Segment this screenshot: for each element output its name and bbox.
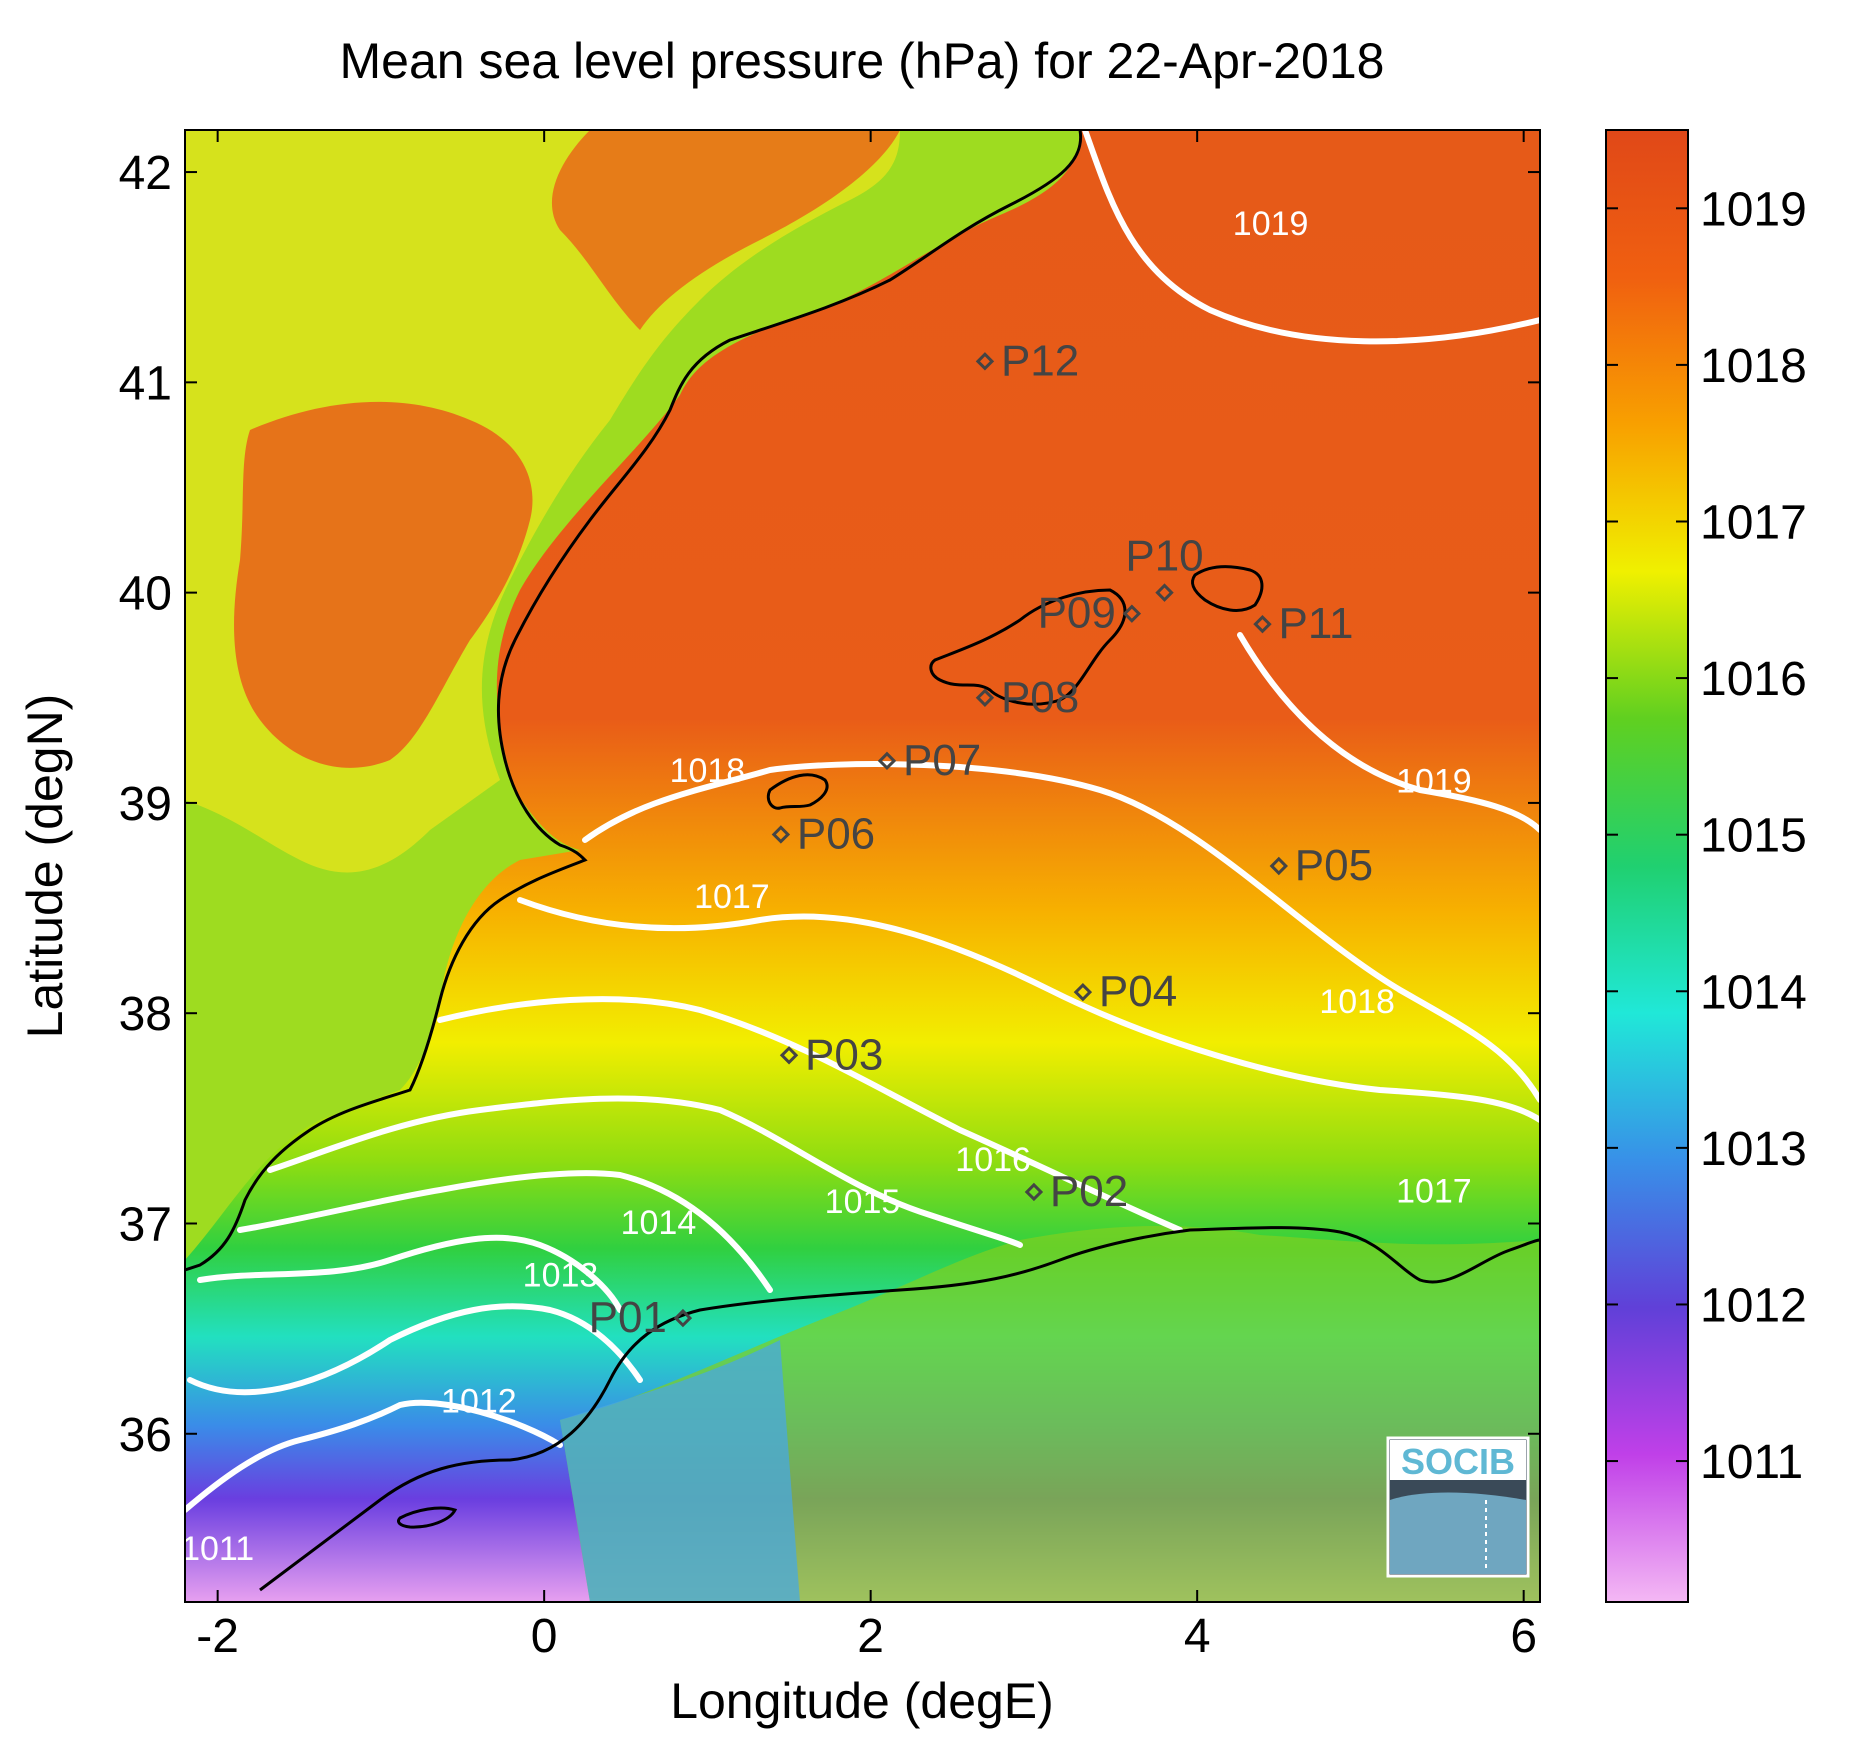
station-marker (1073, 982, 1093, 1002)
colorbar-tick-label: 1013 (1700, 1123, 1807, 1176)
station-label: P09 (1038, 589, 1116, 638)
contour-label: 1017 (694, 878, 770, 916)
colorbar-tick-label: 1018 (1700, 340, 1807, 393)
station-marker (673, 1308, 693, 1328)
contour-label: 1015 (825, 1183, 901, 1221)
station-marker (1122, 604, 1142, 623)
contour-label: 1014 (621, 1204, 697, 1242)
station-label: P11 (1278, 599, 1353, 648)
land-field-africa (560, 1225, 1540, 1602)
colorbar-tick-label: 1012 (1700, 1279, 1807, 1332)
y-axis-label: Latitude (degN) (17, 694, 73, 1039)
colorbar-tick-label: 1014 (1700, 966, 1807, 1019)
contour-labels: 1011 1012 1013 1014 1015 1016 1017 1017 1018 1018… (181, 205, 1472, 1568)
colorbar: 1011 1012 1013 1014 1015 1016 1017 1018 1019 (1605, 129, 1807, 1603)
station-marker (975, 688, 995, 707)
x-tick-label: 2 (857, 1610, 884, 1663)
contour-label: 1017 (1396, 1172, 1472, 1210)
station-label: P03 (805, 1030, 883, 1079)
chart-title: Mean sea level pressure (hPa) for 22-Apr… (340, 33, 1385, 89)
isobar-1015 (267, 1095, 1023, 1248)
contour-label: 1013 (523, 1257, 599, 1295)
y-tick-label: 39 (119, 778, 172, 831)
colorbar-ticks: 1011 1012 1013 1014 1015 1016 1017 1018 1019 (1606, 183, 1807, 1489)
x-tick-label: 6 (1510, 1610, 1537, 1663)
y-tick-label: 37 (119, 1198, 172, 1251)
station-marker (1269, 856, 1288, 876)
x-axis-label: Longitude (degE) (670, 1673, 1054, 1729)
station-marker (779, 1046, 799, 1065)
station-marker (1253, 614, 1272, 634)
station-label: P08 (1001, 673, 1079, 722)
socib-logo-text: SOCIB (1401, 1441, 1515, 1482)
coastline-africa (259, 1226, 1540, 1592)
isobar-1018 (582, 761, 1540, 1103)
y-tick-label: 42 (119, 147, 172, 200)
isobar-1012 (187, 1303, 643, 1396)
colorbar-tick-label: 1017 (1700, 496, 1807, 549)
isobar-1013 (197, 1234, 623, 1313)
contour-label: 1019 (1396, 762, 1472, 800)
coastline-ibiza (766, 773, 829, 810)
station-label: P06 (797, 809, 875, 858)
station-label: P10 (1125, 532, 1203, 581)
station-label: P12 (1001, 336, 1079, 385)
contour-label: 1018 (1319, 983, 1395, 1021)
x-tick-label: -2 (196, 1610, 239, 1663)
colorbar-tick-label: 1011 (1700, 1436, 1803, 1489)
isobar-1011 (185, 1399, 563, 1513)
contour-label: 1018 (670, 752, 746, 790)
coastline-alboran (397, 1506, 458, 1529)
station-marker (1024, 1182, 1044, 1202)
x-tick-label: 4 (1184, 1610, 1211, 1663)
station-marker (771, 825, 791, 844)
land-field-north-highlands (551, 130, 900, 330)
isobars (185, 130, 1540, 1513)
y-tick-label: 36 (119, 1409, 172, 1462)
station-marker (1155, 583, 1174, 602)
y-tick-label: 38 (119, 988, 172, 1041)
x-tick-label: 0 (531, 1610, 558, 1663)
station-label: P02 (1050, 1167, 1128, 1216)
station-marker (877, 751, 897, 771)
colorbar-tick-label: 1019 (1700, 183, 1807, 236)
x-axis-ticks: -2 0 2 4 6 (196, 130, 1537, 1663)
colorbar-gradient (1605, 129, 1689, 1603)
map-frame (184, 129, 1541, 1603)
land-field-africa-west (560, 1340, 800, 1602)
station-label: P07 (903, 736, 981, 785)
socib-logo: SOCIB (1386, 1436, 1530, 1578)
map-panel: 1011 1012 1013 1014 1015 1016 1017 1017 1018 1018… (181, 130, 1540, 1602)
isobar-1014 (237, 1170, 773, 1293)
coastline-iberia (185, 130, 1083, 1272)
contour-label: 1016 (955, 1141, 1031, 1179)
coastline-mallorca (929, 588, 1127, 706)
station-label: P01 (589, 1293, 667, 1342)
contour-label: 1011 (181, 1530, 254, 1568)
coastline-menorca (1191, 565, 1264, 612)
colorbar-tick-label: 1015 (1700, 810, 1807, 863)
land-field-highland-orange (234, 401, 533, 768)
contour-label: 1012 (441, 1383, 517, 1421)
isobar-1016 (437, 996, 1183, 1233)
isobar-1019-south (1237, 632, 1540, 833)
isobar-1019 (1082, 130, 1540, 345)
station-label: P04 (1099, 967, 1177, 1016)
station-marker (975, 352, 995, 371)
y-tick-label: 40 (119, 568, 172, 621)
station-label: P05 (1295, 841, 1373, 890)
isobar-1017 (517, 897, 1540, 1123)
y-tick-label: 41 (119, 357, 172, 410)
y-axis-ticks: 36 37 38 39 40 41 42 (119, 147, 1540, 1462)
coastline (185, 130, 1540, 1592)
colorbar-tick-label: 1016 (1700, 653, 1807, 706)
contour-label: 1019 (1233, 205, 1309, 243)
